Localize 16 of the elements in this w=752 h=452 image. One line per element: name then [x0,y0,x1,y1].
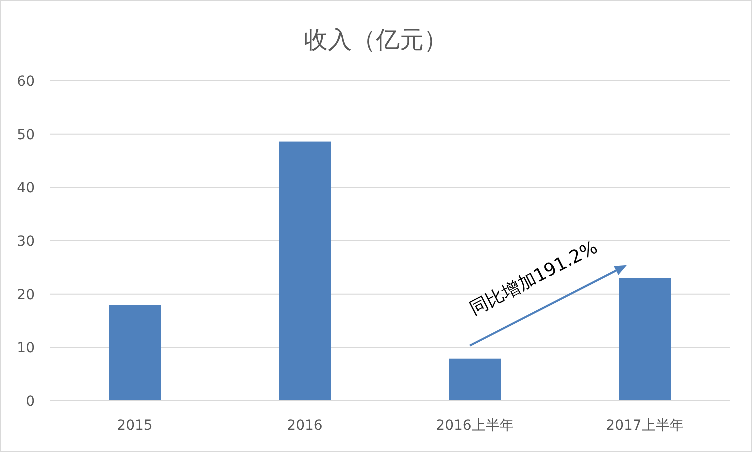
chart-title: 收入（亿元） [304,26,448,54]
x-tick-label: 2016 [287,418,323,434]
y-tick-label: 30 [17,234,35,250]
y-tick-label: 10 [17,340,35,357]
x-tick-label: 2015 [117,418,153,434]
y-tick-label: 50 [17,127,35,144]
bar [279,142,331,401]
x-tick-label: 2017上半年 [606,418,684,434]
x-tick-label: 2016上半年 [436,418,514,434]
bar [619,278,671,401]
bar [449,358,501,401]
y-tick-label: 60 [17,74,35,90]
y-tick-label: 20 [17,287,35,304]
y-tick-label: 40 [17,180,35,197]
y-tick-label: 0 [26,394,35,410]
bar [109,305,161,401]
